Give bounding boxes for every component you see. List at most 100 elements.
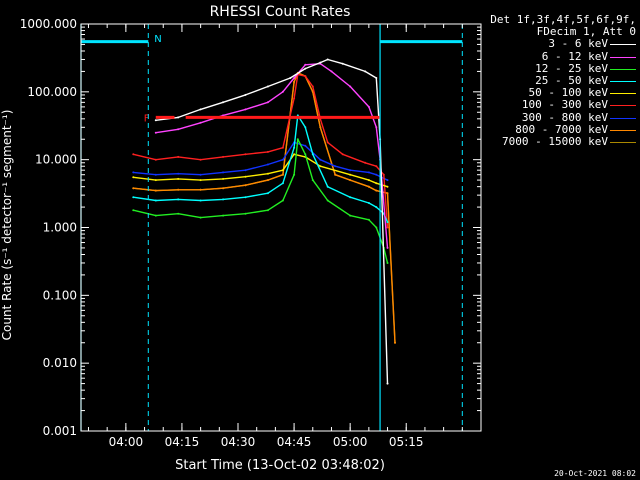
legend-entry: 50 - 100 keV [478,86,638,100]
series-point [349,173,352,176]
series-point [199,179,202,182]
series-point [364,161,367,164]
series-point [266,101,269,104]
series-point [293,153,296,156]
series-point [382,173,385,176]
series-point [341,62,344,65]
series-point [349,85,352,88]
series-point [177,116,180,119]
series-point [177,155,180,158]
series-point [244,108,247,111]
series-point [296,138,299,141]
y-axis-label: Count Rate (s⁻¹ detector⁻¹ segment⁻¹) [0,110,14,341]
legend-entry: 100 - 300 keV [478,99,638,111]
legend-entry-label: 3 - 6 keV [548,37,608,51]
series-point [330,70,333,73]
series-point [222,101,225,104]
legend-swatch [610,44,636,46]
y-tick-label: 10.000 [35,153,77,167]
series-point [311,179,314,182]
series-point [266,85,269,88]
legend-entry-label: 6 - 12 keV [541,49,608,63]
flare-flag-label: F [144,113,150,124]
series-point [304,75,307,78]
series-point [266,209,269,212]
series-point [375,189,378,192]
series-point [199,199,202,202]
series-point [349,214,352,217]
series-point [349,169,352,172]
series-layer [132,58,396,385]
series-point [244,175,247,178]
series-point [319,165,322,168]
series-point [304,126,307,129]
series-point [319,61,322,64]
series-point [375,126,378,129]
series-point [222,198,225,201]
legend-entry: 800 - 7000 keV [478,123,638,136]
legend-entry: 3 - 6 keV [478,38,638,50]
series-point [375,165,378,168]
series-point [199,173,202,176]
legend-swatch [610,117,636,119]
y-tick-label: 1.000 [43,221,77,235]
series-point [375,206,378,209]
series-point [154,158,157,161]
legend-entry: 6 - 12 keV [478,49,638,63]
series-point [244,212,247,215]
x-tick-label: 04:00 [109,435,144,449]
series-point [266,179,269,182]
legend-swatch [610,68,636,70]
y-tick-label: 100.000 [27,85,77,99]
series-point [386,262,389,264]
series-point [154,189,157,192]
series-point [289,77,292,79]
legend-swatch [610,141,636,143]
series-point [177,172,180,175]
series-point [394,341,396,344]
series-point [244,196,247,199]
legend-entry-label: 50 - 100 keV [528,86,608,100]
series-point [266,163,269,166]
series-point [375,173,378,176]
series-point [349,179,352,182]
legend: Det 1f,3f,4f,5f,6f,9f, FDecim 1, Att 0 3… [478,13,638,148]
series-point [154,119,157,122]
series-line [133,141,388,181]
series-point [281,173,284,176]
series-line [133,114,389,223]
series-point [222,155,225,158]
series-point [367,105,370,108]
series-point [319,126,322,129]
series-point [281,199,284,202]
series-point [386,221,389,224]
series-point [304,67,307,70]
series-point [341,153,344,156]
series-point [293,146,296,149]
series-point [199,108,202,111]
series-point [222,171,225,174]
series-point [386,179,389,182]
series-point [367,202,370,204]
series-point [199,121,202,124]
series-point [177,177,180,180]
series-point [367,171,370,174]
series-point [319,158,322,161]
series-point [375,77,378,79]
legend-entry-label: 25 - 50 keV [535,73,608,87]
chart-title: RHESSI Count Rates [210,4,351,20]
series-point [349,196,352,199]
series-point [293,173,296,176]
x-axis-label: Start Time (13-Oct-02 03:48:02) [175,458,385,473]
series-point [244,153,247,156]
legend-entry: 300 - 800 keV [478,111,638,124]
series-point [244,169,247,172]
legend-entry: 12 - 25 keV [478,62,638,75]
series-point [222,187,225,190]
legend-header-line-1: Det 1f,3f,4f,5f,6f,9f, [490,13,636,26]
series-point [177,212,180,215]
series-point [326,58,329,61]
x-tick-label: 04:30 [221,435,256,449]
legend-entry: 25 - 50 keV [478,73,638,87]
series-point [281,169,284,172]
